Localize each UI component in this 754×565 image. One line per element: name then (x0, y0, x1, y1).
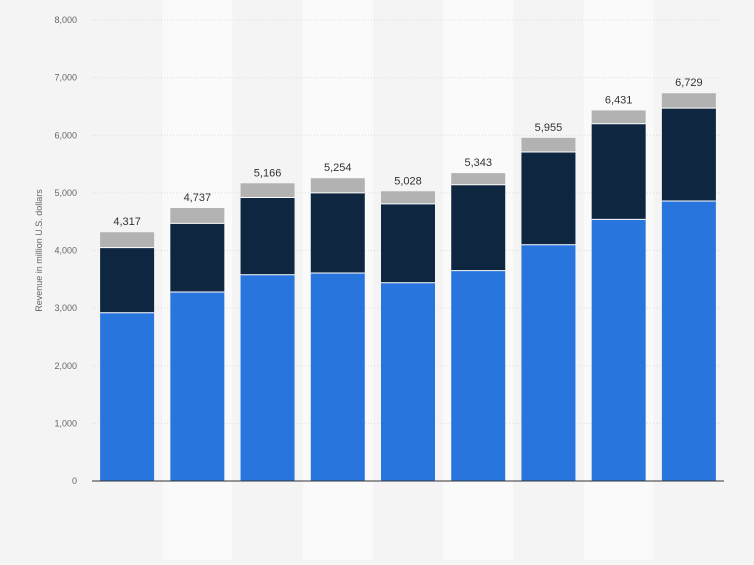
bar-total-label: 5,343 (464, 157, 492, 169)
bar-segment-top (240, 183, 295, 198)
y-tick-label: 7,000 (54, 73, 77, 83)
bar-segment-middle (451, 184, 506, 271)
bar-segment-bottom (591, 219, 646, 481)
bar-segment-top (451, 173, 506, 185)
bar-segment-bottom (661, 200, 716, 481)
bar-segment-top (521, 137, 576, 152)
total-labels: 4,317 4,737 5,166 5,254 5,028 5,343 5,955 6,431… (113, 77, 702, 228)
y-tick-label: 5,000 (54, 188, 77, 198)
bar-segment-bottom (310, 272, 365, 481)
bar-total-label: 6,431 (605, 94, 633, 106)
bar-total-label: 4,317 (113, 216, 141, 228)
y-tick-label: 8,000 (54, 15, 77, 25)
y-axis-title: Revenue in million U.S. dollars (34, 189, 44, 312)
y-tick-label: 6,000 (54, 130, 77, 140)
bar-segment-top (661, 93, 716, 109)
y-tick-label: 4,000 (54, 246, 77, 256)
bar-total-label: 4,737 (184, 192, 212, 204)
bar-segment-top (591, 110, 646, 124)
bar-segment-top (170, 208, 225, 224)
bar-segment-middle (381, 203, 435, 283)
bar-segment-middle (521, 151, 576, 245)
bar-segment-bottom (521, 244, 576, 481)
bar-segment-bottom (100, 312, 155, 481)
bar-segment-bottom (240, 274, 295, 481)
y-tick-label: 1,000 (54, 418, 77, 428)
bar-segment-middle (240, 197, 295, 275)
bar-total-label: 5,166 (254, 167, 282, 179)
bar-segment-middle (310, 192, 365, 273)
y-tick-label: 3,000 (54, 303, 77, 313)
y-tick-label: 0 (72, 476, 77, 486)
bar-segment-top (310, 178, 365, 193)
bar-segment-middle (661, 108, 716, 201)
bar-segment-bottom (451, 270, 506, 481)
bar-total-label: 5,028 (394, 175, 422, 187)
bar-segment-middle (100, 247, 155, 313)
bar-total-label: 6,729 (675, 77, 703, 89)
bar-total-label: 5,254 (324, 162, 352, 174)
bar-segment-bottom (170, 291, 225, 481)
y-axis-ticks: 0 1,000 2,000 3,000 4,000 5,000 6,000 7,000 8,00… (54, 15, 77, 486)
bar-segment-top (381, 191, 435, 204)
bar-segment-middle (170, 223, 225, 292)
y-tick-label: 2,000 (54, 361, 77, 371)
bar-segment-top (100, 232, 155, 248)
bar-segment-bottom (381, 282, 435, 481)
bar-segment-middle (591, 123, 646, 220)
bar-total-label: 5,955 (535, 122, 563, 134)
bars (100, 93, 716, 481)
